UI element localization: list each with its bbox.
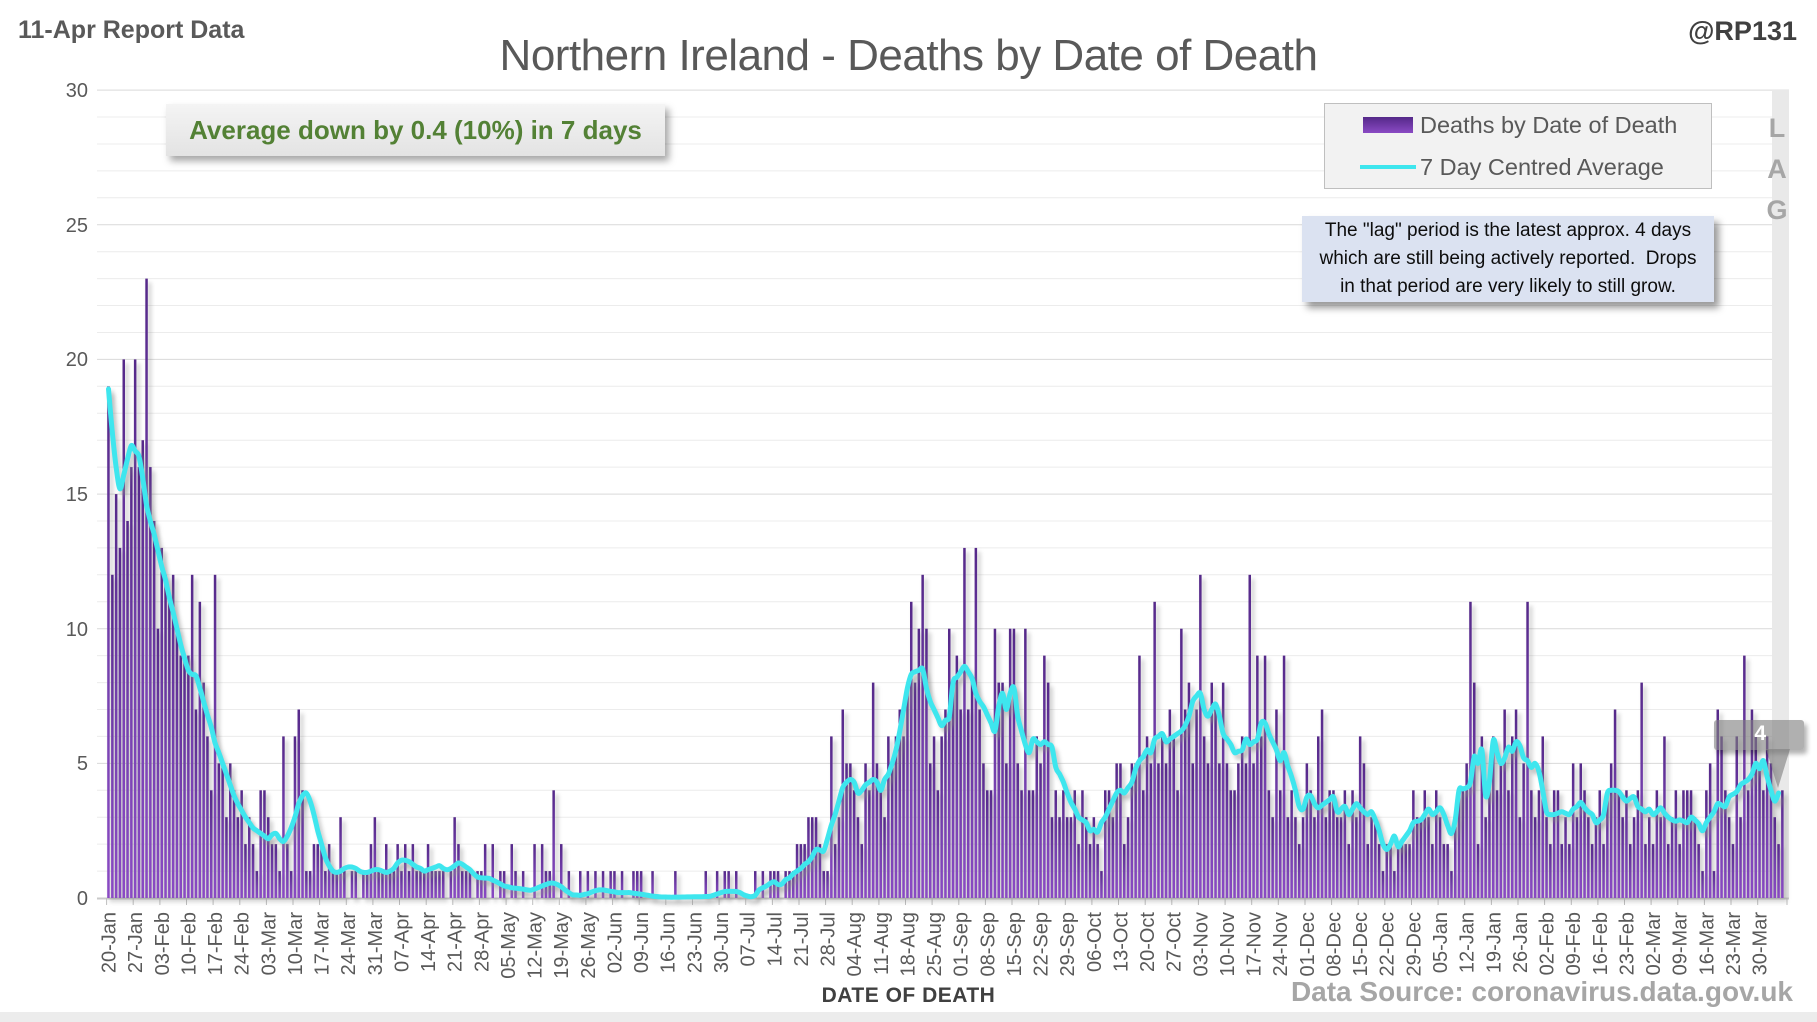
svg-text:08-Dec: 08-Dec	[1324, 912, 1346, 976]
svg-text:08-Sep: 08-Sep	[977, 912, 999, 977]
svg-text:01-Dec: 01-Dec	[1297, 912, 1319, 976]
svg-text:20-Jan: 20-Jan	[99, 912, 121, 973]
svg-text:02-Jun: 02-Jun	[605, 912, 627, 973]
svg-text:09-Jun: 09-Jun	[631, 912, 653, 973]
svg-text:27-Oct: 27-Oct	[1164, 912, 1186, 972]
svg-text:12-Jan: 12-Jan	[1457, 912, 1479, 973]
svg-text:17-Feb: 17-Feb	[205, 912, 227, 975]
svg-text:30: 30	[66, 80, 88, 102]
svg-text:19-Jan: 19-Jan	[1483, 912, 1505, 973]
svg-text:30-Jun: 30-Jun	[711, 912, 733, 973]
svg-text:18-Aug: 18-Aug	[897, 912, 919, 977]
svg-text:5: 5	[77, 753, 88, 775]
svg-text:22-Dec: 22-Dec	[1377, 912, 1399, 976]
svg-text:15: 15	[66, 484, 88, 506]
svg-text:26-May: 26-May	[578, 912, 600, 979]
svg-text:23-Jun: 23-Jun	[684, 912, 706, 973]
svg-text:14-Jul: 14-Jul	[764, 912, 786, 966]
svg-text:11-Aug: 11-Aug	[871, 912, 893, 975]
svg-text:09-Mar: 09-Mar	[1670, 912, 1692, 976]
svg-text:28-Apr: 28-Apr	[471, 912, 493, 972]
svg-text:24-Feb: 24-Feb	[232, 912, 254, 975]
svg-text:25: 25	[66, 215, 88, 237]
svg-text:02-Mar: 02-Mar	[1643, 912, 1665, 976]
svg-text:26-Jan: 26-Jan	[1510, 912, 1532, 973]
svg-text:16-Feb: 16-Feb	[1590, 912, 1612, 975]
svg-text:10: 10	[66, 619, 88, 641]
svg-text:19-May: 19-May	[551, 912, 573, 979]
svg-text:03-Nov: 03-Nov	[1190, 912, 1212, 976]
svg-text:24-Mar: 24-Mar	[338, 912, 360, 976]
svg-text:03-Mar: 03-Mar	[258, 912, 280, 976]
svg-text:10-Nov: 10-Nov	[1217, 912, 1239, 976]
svg-text:13-Oct: 13-Oct	[1110, 912, 1132, 972]
svg-text:0: 0	[77, 888, 88, 910]
svg-text:10-Feb: 10-Feb	[178, 912, 200, 975]
svg-text:30-Mar: 30-Mar	[1750, 912, 1772, 976]
svg-text:20: 20	[66, 349, 88, 371]
svg-text:07-Jul: 07-Jul	[738, 912, 760, 966]
svg-text:15-Dec: 15-Dec	[1350, 912, 1372, 976]
svg-text:23-Mar: 23-Mar	[1723, 912, 1745, 976]
svg-text:29-Sep: 29-Sep	[1057, 912, 1079, 977]
svg-text:27-Jan: 27-Jan	[125, 912, 147, 973]
svg-text:31-Mar: 31-Mar	[365, 912, 387, 976]
svg-text:14-Apr: 14-Apr	[418, 912, 440, 972]
svg-text:23-Feb: 23-Feb	[1616, 912, 1638, 975]
svg-text:10-Mar: 10-Mar	[285, 912, 307, 976]
svg-text:05-Jan: 05-Jan	[1430, 912, 1452, 973]
svg-text:02-Feb: 02-Feb	[1537, 912, 1559, 975]
svg-text:09-Feb: 09-Feb	[1563, 912, 1585, 975]
svg-text:04-Aug: 04-Aug	[844, 912, 866, 977]
svg-text:28-Jul: 28-Jul	[818, 912, 840, 966]
svg-text:21-Jul: 21-Jul	[791, 912, 813, 966]
svg-text:17-Nov: 17-Nov	[1244, 912, 1266, 976]
svg-text:25-Aug: 25-Aug	[924, 912, 946, 977]
svg-text:03-Feb: 03-Feb	[152, 912, 174, 975]
svg-text:15-Sep: 15-Sep	[1004, 912, 1026, 977]
svg-text:07-Apr: 07-Apr	[391, 912, 413, 972]
svg-text:05-May: 05-May	[498, 912, 520, 979]
svg-text:16-Mar: 16-Mar	[1696, 912, 1718, 976]
svg-text:06-Oct: 06-Oct	[1084, 912, 1106, 972]
svg-text:17-Mar: 17-Mar	[312, 912, 334, 976]
svg-text:24-Nov: 24-Nov	[1270, 912, 1292, 976]
svg-text:01-Sep: 01-Sep	[951, 912, 973, 977]
svg-text:22-Sep: 22-Sep	[1031, 912, 1053, 977]
svg-text:29-Dec: 29-Dec	[1403, 912, 1425, 976]
svg-text:12-May: 12-May	[525, 912, 547, 979]
svg-text:16-Jun: 16-Jun	[658, 912, 680, 973]
svg-text:21-Apr: 21-Apr	[445, 912, 467, 972]
svg-text:20-Oct: 20-Oct	[1137, 912, 1159, 972]
